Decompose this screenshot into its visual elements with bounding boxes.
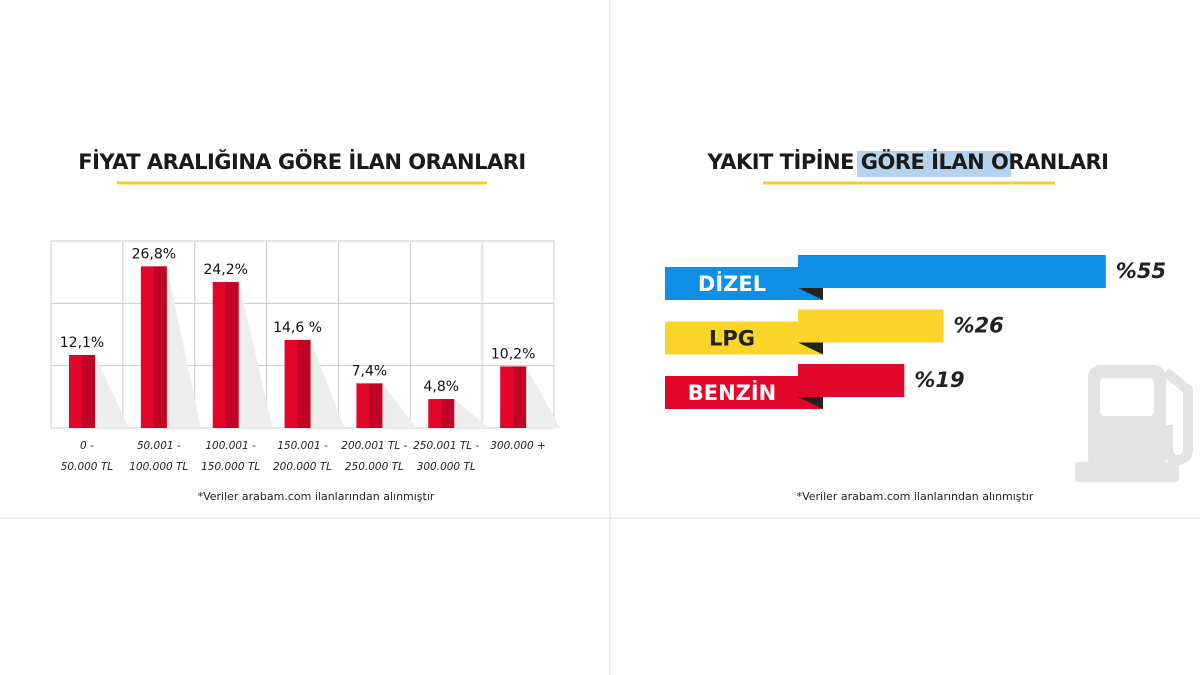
value-label: 24,2% xyxy=(203,262,247,278)
bar xyxy=(798,255,1106,288)
value-label: %19 xyxy=(914,368,964,392)
bar-shadow xyxy=(238,282,273,428)
category-box xyxy=(665,376,823,409)
bar-side xyxy=(82,355,95,428)
bar-shadow xyxy=(526,366,561,428)
bar-side xyxy=(369,383,383,428)
fold xyxy=(798,397,823,409)
bar xyxy=(428,399,455,428)
value-label: %55 xyxy=(1116,259,1166,283)
bar xyxy=(140,266,167,428)
value-label: %26 xyxy=(954,314,1004,338)
chart-title: YAKIT TİPİNE GÖRE İLAN ORANLARI xyxy=(707,149,1109,174)
x-tick-label: 0 - 50.000 TL xyxy=(60,440,114,473)
value-label: 12,1% xyxy=(60,335,104,351)
bar xyxy=(284,339,311,428)
footnote: *Veriler arabam.com ilanlarından alınmış… xyxy=(797,490,1034,503)
bar-side xyxy=(153,266,167,428)
bar-side xyxy=(441,399,455,428)
x-tick-label: 300.000 + xyxy=(490,440,546,452)
bar-shadow xyxy=(382,383,417,428)
x-tick-label: 50.001 - 100.000 TL xyxy=(129,440,189,473)
category-box xyxy=(665,321,823,355)
value-label: 7,4% xyxy=(352,363,388,379)
chart-title: FİYAT ARALIĞINA GÖRE İLAN ORANLARI xyxy=(78,149,525,174)
category-label: DİZEL xyxy=(698,271,766,296)
bar xyxy=(69,355,95,428)
bar-shadow xyxy=(310,339,345,428)
x-tick-label: 250.001 TL - 300.000 TL xyxy=(413,440,480,473)
category-label: LPG xyxy=(709,327,755,351)
footnote: *Veriler arabam.com ilanlarından alınmış… xyxy=(198,490,435,503)
fuel-pump-icon xyxy=(1075,365,1193,482)
x-tick-label: 200.001 TL - 250.000 TL xyxy=(341,440,408,473)
value-label: 4,8% xyxy=(423,379,459,395)
bar xyxy=(212,282,239,428)
value-label: 14,6 % xyxy=(273,320,322,336)
bar xyxy=(500,366,527,428)
x-tick-label: 150.001 - 200.000 TL xyxy=(272,440,333,473)
fold xyxy=(798,288,823,300)
bar xyxy=(356,383,383,428)
bar-side xyxy=(513,366,527,428)
category-box xyxy=(665,267,823,300)
selection-highlight xyxy=(857,151,1011,177)
fold xyxy=(798,342,823,355)
value-label: 10,2% xyxy=(491,346,535,362)
bar-side xyxy=(225,282,239,428)
bar-side xyxy=(297,339,311,428)
category-label: BENZİN xyxy=(688,380,777,405)
bar-shadow xyxy=(454,399,489,428)
bar-shadow xyxy=(95,355,129,428)
x-tick-label: 100.001 - 150.000 TL xyxy=(201,440,261,473)
value-label: 26,8% xyxy=(132,246,176,262)
bar-shadow xyxy=(166,266,201,428)
